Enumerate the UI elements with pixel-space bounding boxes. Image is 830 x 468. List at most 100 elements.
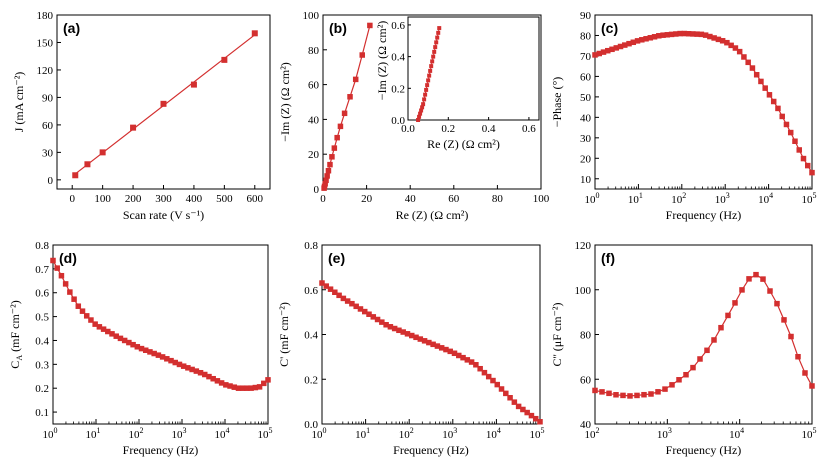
x-tick-label: 500 <box>216 193 233 205</box>
y-tick-label: 40 <box>580 419 592 431</box>
data-point <box>248 385 254 391</box>
data-point <box>668 31 675 38</box>
panel-a: 0 100 200 300 400 500 600 0 30 60 90 120 150 180 Scan … <box>12 10 271 222</box>
inset-y-tick-label: 0.6 <box>391 20 405 32</box>
data-point <box>634 38 641 44</box>
x-tick-label: 101 <box>628 191 643 206</box>
inset-data-point <box>437 26 442 31</box>
data-point <box>421 338 428 344</box>
x-tick-label: 100 <box>43 426 58 441</box>
panel-label: (c) <box>601 20 618 36</box>
data-point <box>783 121 790 128</box>
x-tick-label: 300 <box>155 193 172 205</box>
inset-x-tick-label: 0.2 <box>441 123 455 135</box>
x-tick-label: 105 <box>530 426 545 441</box>
x-tick-label: 102 <box>129 426 144 441</box>
data-point <box>379 319 385 325</box>
inset-data-point <box>426 78 431 83</box>
x-tick-exponent: 3 <box>726 191 730 200</box>
data-point <box>227 383 233 389</box>
data-point <box>676 377 682 383</box>
data-point <box>643 36 649 42</box>
data-point <box>622 42 628 48</box>
data-point <box>361 308 368 315</box>
data-point <box>698 31 705 38</box>
y-tick-label: 0 <box>48 175 54 187</box>
data-point <box>528 412 535 419</box>
x-tick-label: 100 <box>312 426 327 441</box>
y-axis-label: −Phase (°) <box>550 77 564 128</box>
data-point <box>711 35 717 41</box>
data-point <box>511 399 518 405</box>
data-point <box>54 265 60 271</box>
x-tick-exponent: 2 <box>682 191 686 200</box>
data-point <box>781 317 787 323</box>
data-point <box>596 50 603 57</box>
x-axis-label: Frequency (Hz) <box>393 443 469 457</box>
series-line <box>52 260 269 389</box>
data-point <box>160 100 167 107</box>
data-point <box>719 38 726 44</box>
x-tick-exponent: 1 <box>639 191 643 200</box>
inset-data-point <box>424 87 429 92</box>
x-tick-label: 600 <box>247 193 264 205</box>
data-point <box>600 49 607 55</box>
inset-x-tick-label: 0.4 <box>482 123 496 135</box>
data-point <box>681 30 688 37</box>
data-point <box>739 287 745 293</box>
x-tick-label: 102 <box>399 426 414 441</box>
y-tick-label: 100 <box>575 285 592 297</box>
y-axis-label-sub: A <box>15 355 24 361</box>
data-point <box>802 370 808 376</box>
y-axis-label: −Im (Z) (Ω cm²) <box>278 62 292 142</box>
data-point <box>417 336 424 342</box>
data-point <box>787 129 794 136</box>
data-point <box>685 30 692 37</box>
y-tick-label: 70 <box>580 51 592 63</box>
data-point <box>753 71 760 78</box>
data-point <box>660 32 666 38</box>
x-axis-label: Re (Z) (Ω cm²) <box>396 208 469 222</box>
data-point <box>99 149 106 156</box>
inset-data-point <box>431 54 436 59</box>
x-tick-label: 103 <box>172 426 187 441</box>
y-axis-label-rest: (mF cm⁻²) <box>8 300 22 355</box>
data-point <box>367 22 373 29</box>
y-tick-label: 0.6 <box>35 288 49 300</box>
data-point <box>741 54 747 60</box>
inset-x-tick-label: 0.6 <box>522 123 536 135</box>
inset-y-axis-label: −Im (Z) (Ω cm²) <box>375 21 389 101</box>
inset-data-point <box>432 49 437 54</box>
y-tick-label: 30 <box>42 147 54 159</box>
panel-label: (b) <box>329 20 347 36</box>
data-point <box>745 59 751 66</box>
data-point <box>732 45 739 51</box>
inset-data-point <box>416 118 421 122</box>
data-point <box>683 371 689 378</box>
data-point <box>256 384 263 390</box>
x-tick-label: 100 <box>533 193 550 205</box>
data-point <box>327 161 333 168</box>
data-point <box>702 32 709 38</box>
data-point <box>67 289 73 295</box>
data-point <box>176 361 183 368</box>
x-tick-exponent: 0 <box>596 191 600 200</box>
x-tick-label: 104 <box>729 426 744 441</box>
data-point <box>456 352 462 359</box>
data-point <box>329 154 335 160</box>
x-tick-label: 101 <box>355 426 370 441</box>
data-point <box>323 177 329 184</box>
data-point <box>344 298 351 304</box>
x-tick-label: 105 <box>802 426 817 441</box>
data-point <box>332 289 338 296</box>
y-tick-label: 80 <box>580 30 592 42</box>
x-tick-label: 60 <box>448 193 460 205</box>
y-tick-label: 0.2 <box>35 383 49 395</box>
data-point <box>753 271 759 278</box>
inset-frame <box>407 16 540 121</box>
data-point <box>481 369 488 376</box>
series-line <box>594 273 813 397</box>
y-tick-label: 0.1 <box>35 407 49 419</box>
inset-data-point <box>418 111 423 116</box>
data-point <box>655 389 661 395</box>
